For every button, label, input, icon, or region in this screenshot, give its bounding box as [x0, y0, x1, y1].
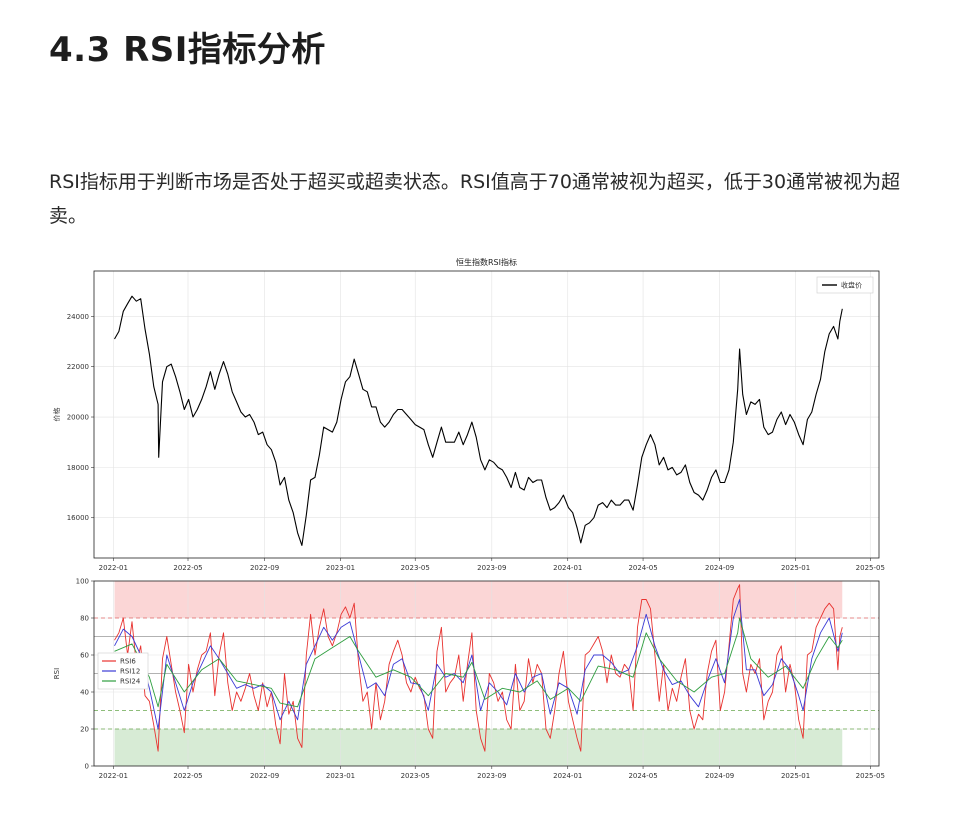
- y-tick-label: 20: [80, 726, 89, 734]
- x-tick-label: 2022-05: [173, 564, 202, 572]
- plot-frame: [93, 580, 880, 767]
- x-tick-label: 2023-05: [401, 772, 430, 780]
- price-chart-title: 恒生指数RSI指标: [456, 257, 517, 267]
- rsi-legend: RSI6 RSI12 RSI24: [97, 652, 149, 690]
- x-tick-label: 2023-01: [326, 772, 355, 780]
- x-tick-label: 2024-05: [628, 564, 657, 572]
- rsi-chart: 2022-01 2022-05 2022-09 2023-01 2023-05 2023-…: [53, 578, 885, 781]
- legend-label: RSI6: [120, 658, 136, 666]
- y-tick-label: 18000: [67, 464, 89, 472]
- rsi-figure: 恒生指数RSI指标 2022-01 2022-05 2022-09 2023-01 20…: [49, 251, 909, 791]
- x-tick-label: 2022-01: [99, 772, 128, 780]
- rsi-band: [114, 581, 843, 618]
- x-tick-label: 2025-05: [856, 772, 885, 780]
- y-tick-label: 40: [80, 689, 89, 697]
- x-tick-label: 2024-01: [553, 564, 582, 572]
- legend-label: RSI24: [120, 678, 141, 686]
- intro-paragraph: RSI指标用于判断市场是否处于超买或超卖状态。RSI值高于70通常被视为超买，低…: [49, 171, 901, 227]
- x-tick-label: 2025-01: [781, 564, 810, 572]
- y-tick-label: 60: [80, 652, 89, 660]
- x-tick-label: 2023-01: [326, 564, 355, 572]
- x-tick-label: 2022-05: [173, 772, 202, 780]
- y-axis-label: RSI: [53, 668, 61, 679]
- y-tick-label: 100: [76, 578, 89, 586]
- legend-label: 收盘价: [841, 281, 862, 290]
- x-tick-label: 2023-05: [401, 564, 430, 572]
- y-axis-label: 价格: [52, 408, 61, 422]
- x-tick-label: 2024-09: [705, 772, 734, 780]
- y-tick-label: 20000: [67, 414, 89, 422]
- y-tick-label: 24000: [67, 313, 89, 321]
- price-chart: 2022-01 2022-05 2022-09 2023-01 2023-05 2023-…: [52, 270, 885, 572]
- price-series-line: [114, 295, 843, 546]
- rsi-series-line: [114, 617, 843, 708]
- x-tick-label: 2022-09: [250, 772, 279, 780]
- x-tick-label: 2024-05: [628, 772, 657, 780]
- plot-frame: [93, 270, 880, 559]
- x-tick-label: 2025-01: [781, 772, 810, 780]
- x-tick-label: 2024-09: [705, 564, 734, 572]
- y-tick-label: 16000: [67, 514, 89, 522]
- rsi-series-line: [114, 599, 843, 730]
- rsi-band: [114, 729, 843, 766]
- x-tick-label: 2022-01: [99, 564, 128, 572]
- x-tick-label: 2022-09: [250, 564, 279, 572]
- legend-box: [816, 276, 874, 294]
- y-tick-label: 80: [80, 615, 89, 623]
- x-tick-label: 2025-05: [856, 564, 885, 572]
- figure-canvas: 恒生指数RSI指标 2022-01 2022-05 2022-09 2023-01 20…: [52, 257, 885, 781]
- price-legend: 收盘价: [816, 276, 874, 294]
- x-tick-label: 2023-09: [477, 564, 506, 572]
- section-heading: 4.3 RSI指标分析: [49, 30, 326, 70]
- y-tick-label: 0: [85, 763, 89, 771]
- legend-label: RSI12: [120, 668, 140, 676]
- x-tick-label: 2023-09: [477, 772, 506, 780]
- x-tick-label: 2024-01: [553, 772, 582, 780]
- y-tick-label: 22000: [67, 363, 89, 371]
